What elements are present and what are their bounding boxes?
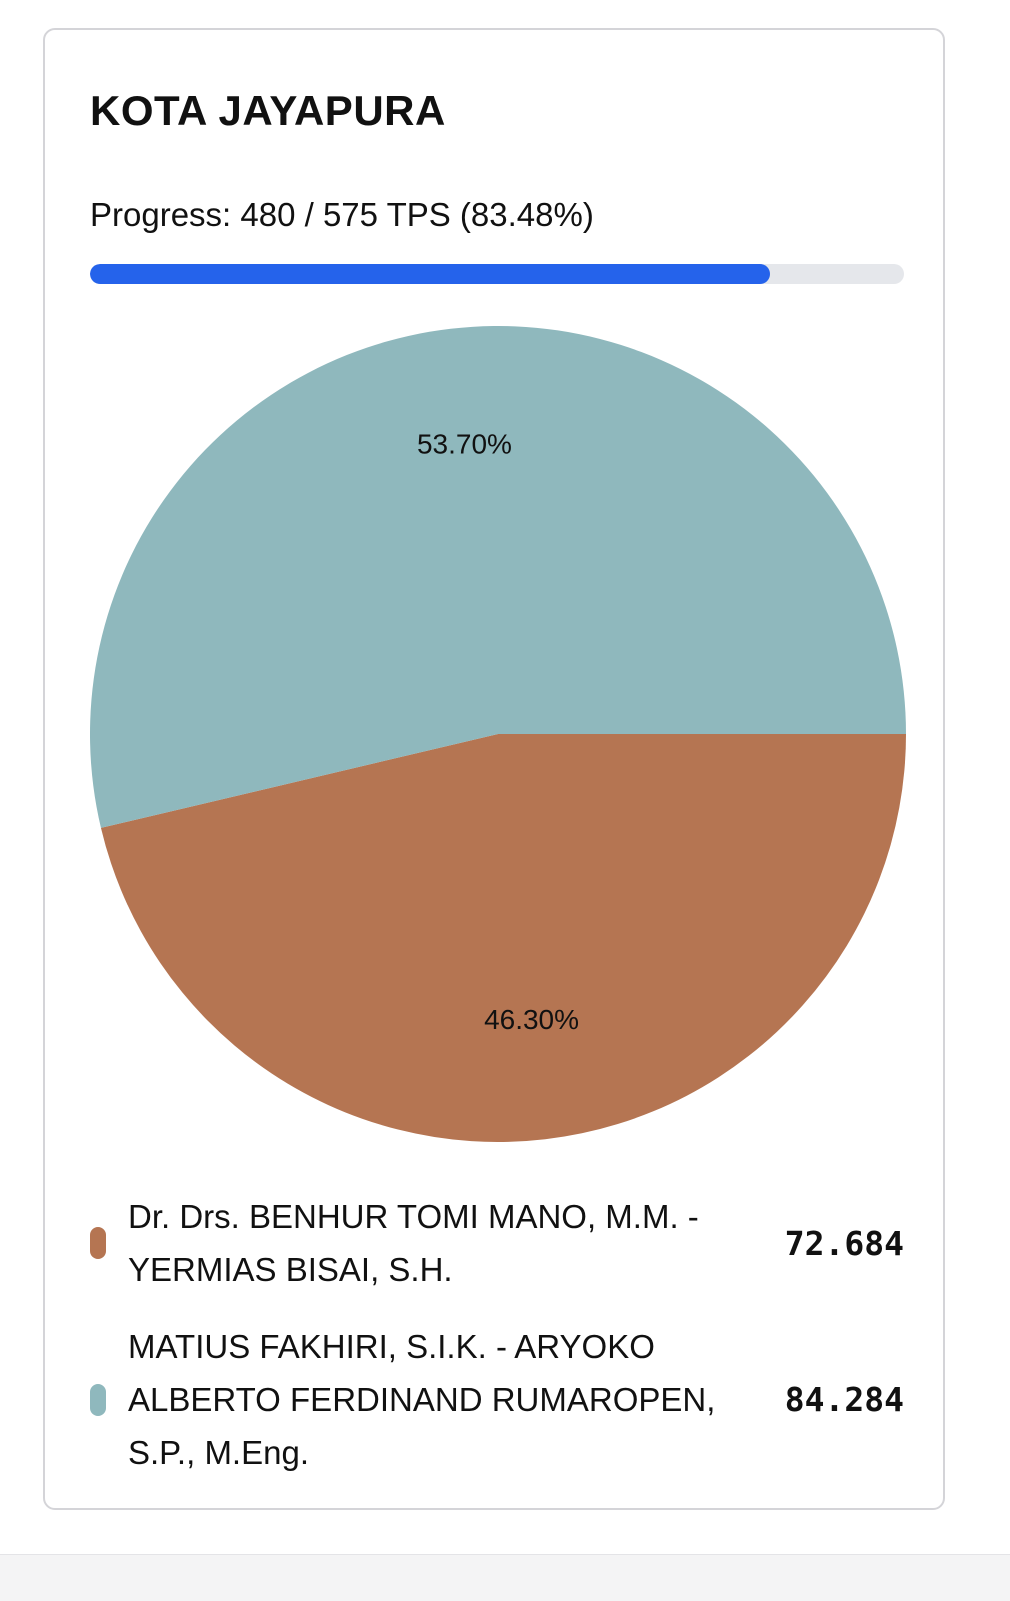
page-bottom-strip (0, 1554, 1010, 1601)
legend-label-1: Dr. Drs. BENHUR TOMI MANO, M.M. - YERMIA… (128, 1198, 699, 1288)
progress-text: Progress: 480 / 575 TPS (83.48%) (90, 196, 594, 233)
pie-slice-2[interactable] (90, 326, 906, 828)
legend-label-2: MATIUS FAKHIRI, S.I.K. - ARYOKO ALBERTO … (128, 1328, 716, 1471)
card-title: KOTA JAYAPURA (90, 87, 446, 134)
progress-bar-fill (90, 264, 770, 284)
legend-value-1: 72.684 (784, 1223, 904, 1263)
legend-item-2[interactable]: MATIUS FAKHIRI, S.I.K. - ARYOKO ALBERTO … (90, 1320, 904, 1479)
pie-chart: 46.30% 53.70% (90, 326, 906, 1142)
pie-slice-label-1: 46.30% (484, 1004, 579, 1035)
region-result-card: KOTA JAYAPURA Progress: 480 / 575 TPS (8… (43, 28, 945, 1510)
legend-swatch-2 (90, 1383, 106, 1416)
chart-legend: Dr. Drs. BENHUR TOMI MANO, M.M. - YERMIA… (90, 1190, 904, 1503)
pie-slice-1[interactable] (100, 734, 906, 1142)
legend-item-1[interactable]: Dr. Drs. BENHUR TOMI MANO, M.M. - YERMIA… (90, 1190, 904, 1296)
pie-slice-label-2: 53.70% (417, 429, 512, 460)
legend-value-2: 84.284 (784, 1380, 904, 1419)
progress-bar (90, 264, 904, 284)
legend-swatch-1 (90, 1227, 106, 1259)
